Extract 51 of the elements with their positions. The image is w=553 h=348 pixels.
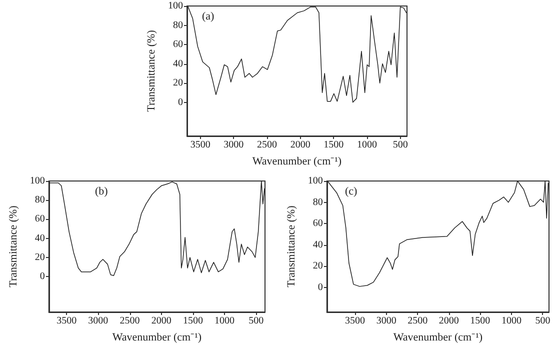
x-tick-label: 1500: [324, 140, 344, 150]
y-axis-title: Transmittance (%): [8, 205, 20, 288]
line-series: [187, 6, 407, 103]
y-tick-label: 40: [173, 58, 183, 70]
x-tick-label: 3500: [56, 316, 77, 326]
y-tick-label: 40: [312, 239, 323, 250]
y-axis-title: Transmittance (%): [286, 205, 298, 288]
y-tick-label: 80: [173, 20, 183, 31]
y-tick-label: 100: [308, 176, 323, 186]
x-tick-label: 3500: [190, 140, 210, 150]
y-tick-label: 20: [173, 78, 183, 89]
x-tick-label: 2000: [290, 140, 310, 150]
annotation: (a): [202, 10, 215, 22]
y-tick-label: 40: [34, 232, 45, 244]
x-tick-label: 500: [248, 316, 264, 326]
y-tick-label: 0: [40, 271, 45, 282]
x-tick-label: 1500: [182, 316, 203, 326]
y-tick-label: 60: [312, 218, 323, 230]
x-tick-label: 2500: [408, 316, 428, 326]
y-tick-label: 60: [173, 39, 183, 50]
y-tick-label: 100: [30, 176, 45, 186]
x-axis-title: Wavenumber (cm⁻¹): [393, 332, 483, 344]
y-tick-label: 100: [168, 0, 183, 12]
annotation: (b): [95, 186, 108, 198]
y-tick-label: 0: [178, 96, 183, 108]
x-axis-title: Wavenumber (cm⁻¹): [252, 156, 342, 168]
x-tick-label: 1000: [357, 140, 377, 150]
y-tick-label: 0: [318, 282, 323, 294]
x-tick-label: 2500: [257, 140, 277, 150]
y-tick-label: 20: [34, 252, 45, 263]
y-tick-label: 20: [312, 260, 323, 272]
x-tick-label: 1000: [214, 316, 235, 326]
line-series: [327, 180, 549, 287]
y-tick-label: 80: [312, 196, 323, 208]
x-tick-label: 1500: [470, 316, 490, 326]
x-tick-label: 3000: [376, 316, 396, 326]
x-tick-label: 1000: [501, 316, 522, 326]
y-tick-label: 60: [34, 214, 45, 225]
x-axis-title: Wavenumber (cm⁻¹): [112, 332, 202, 344]
x-tick-label: 2000: [151, 316, 172, 326]
x-tick-label: 3000: [88, 316, 108, 326]
x-tick-label: 500: [392, 140, 408, 150]
x-tick-label: 2000: [438, 316, 459, 326]
x-tick-label: 500: [535, 316, 550, 326]
x-tick-label: 2500: [120, 316, 140, 326]
y-axis-title: Transmittance (%): [146, 30, 158, 112]
line-series: [48, 180, 265, 276]
x-tick-label: 3500: [345, 316, 366, 326]
x-tick-label: 3000: [224, 140, 244, 150]
annotation: (c): [345, 186, 358, 198]
y-tick-label: 80: [34, 194, 45, 206]
